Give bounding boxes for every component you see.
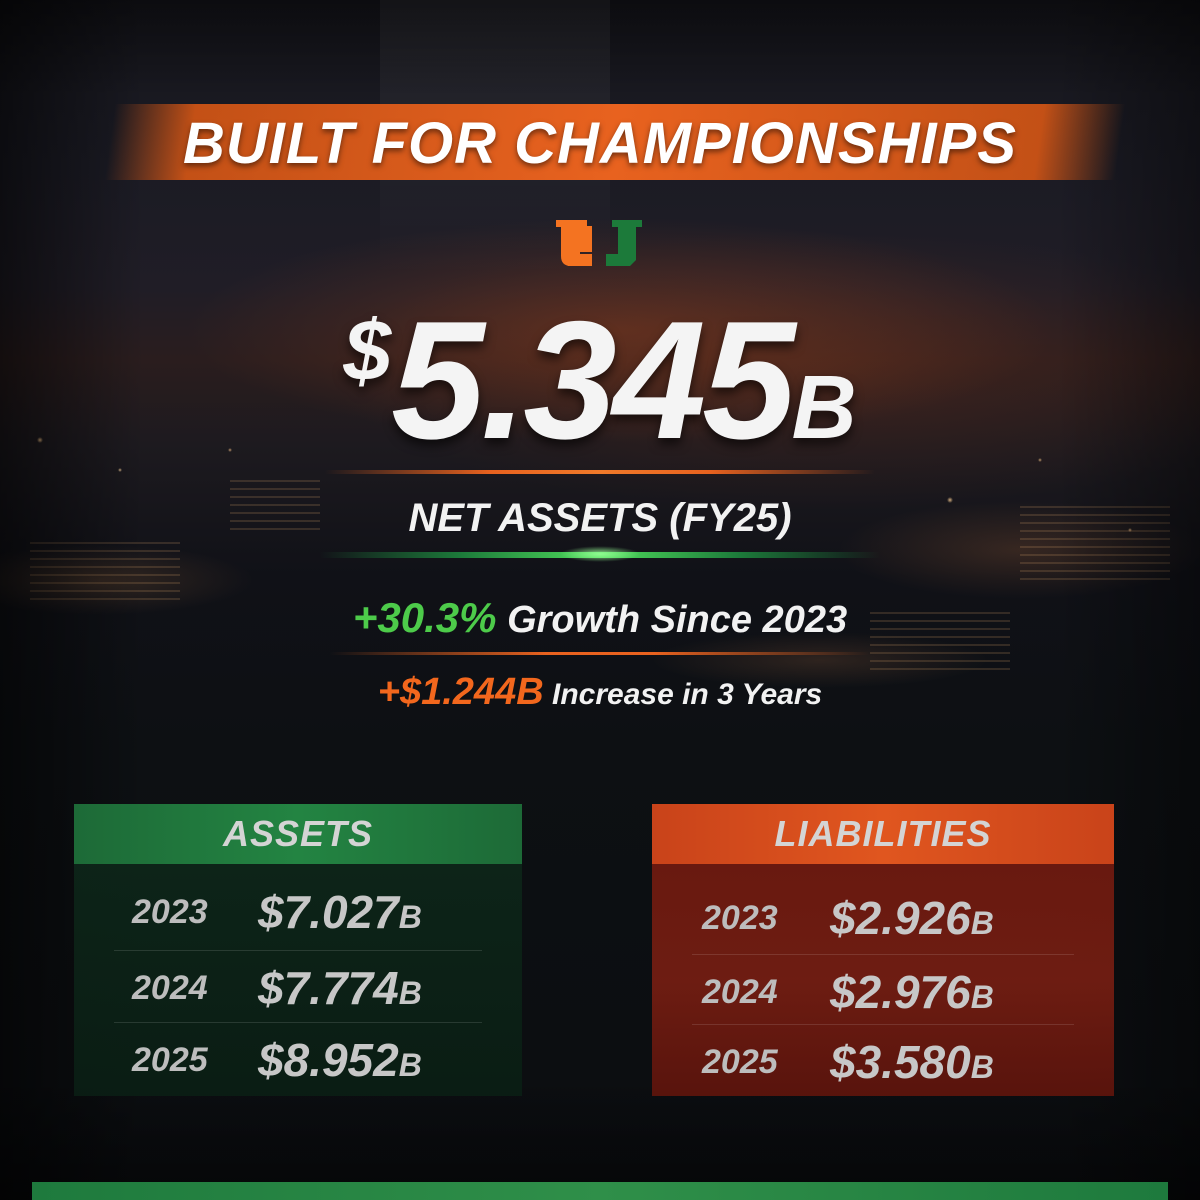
assets-year: 2025	[132, 1041, 208, 1079]
divider-glow	[560, 546, 640, 562]
liabilities-amount-unit: B	[970, 1049, 994, 1085]
assets-year: 2023	[132, 893, 208, 931]
growth-value: +30.3%	[352, 594, 497, 641]
currency-symbol: $	[343, 303, 392, 399]
row-divider	[692, 954, 1074, 955]
university-u-logo-icon	[556, 220, 642, 266]
growth-label: Growth Since 2023	[507, 599, 848, 641]
building-left	[30, 540, 180, 600]
liabilities-panel: LIABILITIES 2023 $2.926B 2024 $2.976B 20…	[652, 804, 1114, 1096]
liabilities-heading: LIABILITIES	[652, 804, 1114, 864]
row-divider	[114, 1022, 482, 1023]
net-assets-unit: B	[791, 358, 857, 458]
row-divider	[114, 950, 482, 951]
assets-year: 2024	[132, 969, 208, 1007]
footer-strip	[32, 1182, 1168, 1200]
liabilities-amount: $2.976B	[830, 954, 994, 1030]
liabilities-amount: $3.580B	[830, 1024, 994, 1096]
increase-label: Increase in 3 Years	[552, 678, 823, 711]
net-assets-value: $5.345B	[200, 290, 1000, 470]
assets-amount-unit: B	[398, 899, 422, 935]
divider-orange	[325, 470, 875, 474]
liabilities-row: 2025 $3.580B	[652, 1024, 1114, 1096]
net-assets-label: NET ASSETS (FY25)	[408, 496, 792, 540]
liabilities-year: 2025	[702, 1043, 778, 1081]
assets-amount-value: $8.952	[258, 1034, 399, 1086]
liabilities-row: 2023 $2.926B	[652, 880, 1114, 956]
assets-row: 2024 $7.774B	[74, 950, 522, 1026]
assets-panel: ASSETS 2023 $7.027B 2024 $7.774B 2025 $8…	[74, 804, 522, 1096]
increase-stat: +$1.244B Increase in 3 Years	[200, 666, 1000, 718]
building-right	[1020, 500, 1170, 580]
liabilities-year: 2023	[702, 899, 778, 937]
liabilities-row: 2024 $2.976B	[652, 954, 1114, 1030]
assets-row: 2025 $8.952B	[74, 1022, 522, 1096]
assets-row: 2023 $7.027B	[74, 874, 522, 950]
liabilities-amount: $2.926B	[830, 880, 994, 956]
page-title: BUILT FOR CHAMPIONSHIPS	[183, 111, 1017, 176]
liabilities-amount-value: $2.976	[830, 966, 971, 1018]
assets-amount-value: $7.027	[258, 886, 399, 938]
assets-amount-unit: B	[398, 1047, 422, 1083]
assets-amount: $7.027B	[258, 874, 422, 950]
assets-amount: $8.952B	[258, 1022, 422, 1096]
increase-value: +$1.244B	[377, 671, 544, 713]
assets-heading: ASSETS	[74, 804, 522, 864]
liabilities-amount-value: $3.580	[830, 1036, 971, 1088]
liabilities-year: 2024	[702, 973, 778, 1011]
assets-amount-value: $7.774	[258, 962, 399, 1014]
liabilities-amount-unit: B	[970, 905, 994, 941]
net-assets-amount: 5.345	[391, 286, 795, 474]
row-divider	[692, 1024, 1074, 1025]
assets-amount: $7.774B	[258, 950, 422, 1026]
liabilities-amount-unit: B	[970, 979, 994, 1015]
growth-stat: +30.3% Growth Since 2023	[200, 590, 1000, 646]
assets-amount-unit: B	[398, 975, 422, 1011]
divider-orange-small	[330, 652, 870, 655]
liabilities-amount-value: $2.926	[830, 892, 971, 944]
